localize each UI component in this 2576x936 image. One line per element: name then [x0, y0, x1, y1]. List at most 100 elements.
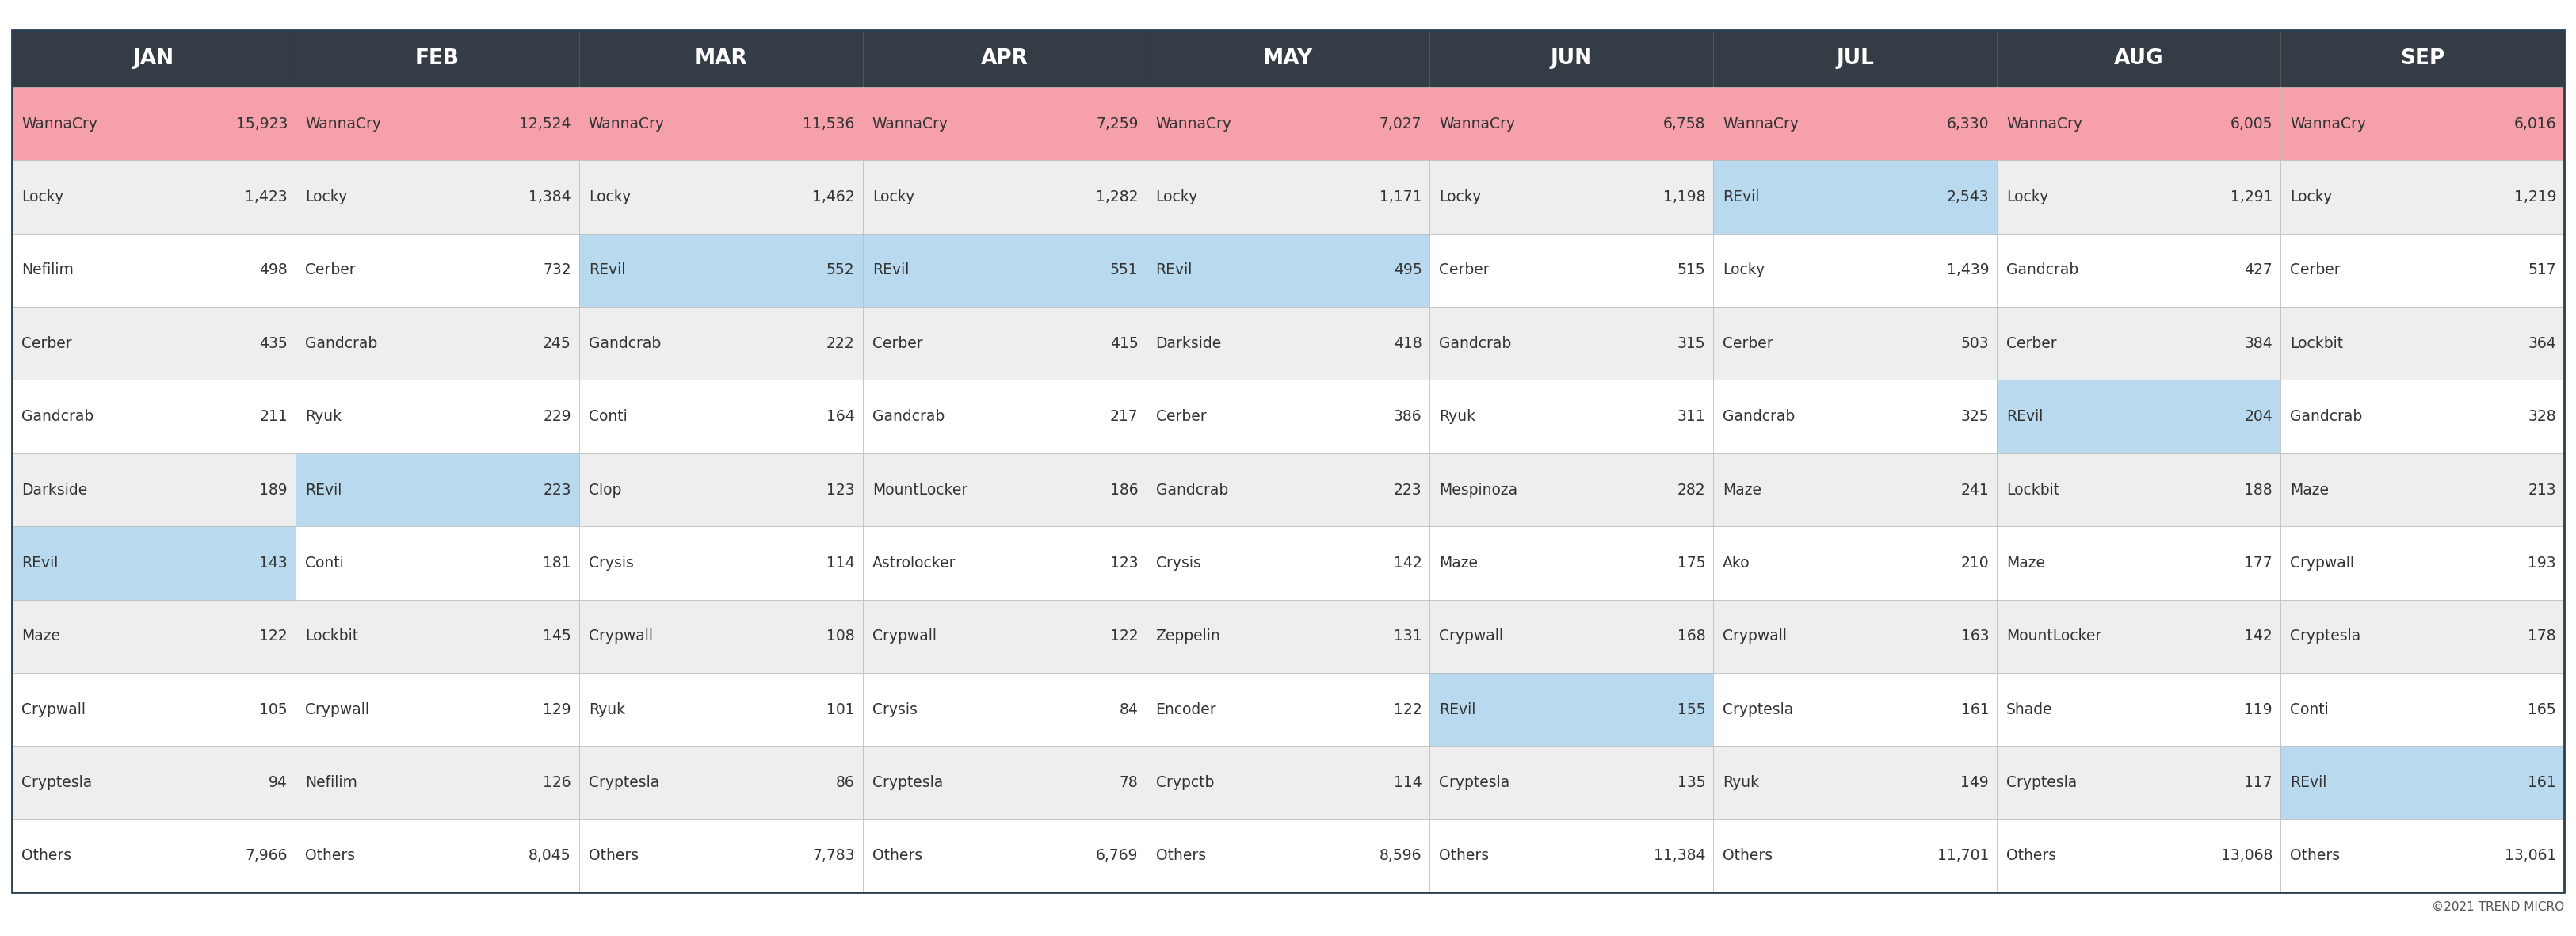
Bar	[863, 160, 1146, 234]
Text: 161: 161	[2527, 775, 2555, 790]
Text: Cryptesla: Cryptesla	[873, 775, 943, 790]
Text: 6,769: 6,769	[1095, 848, 1139, 863]
Text: REvil: REvil	[587, 263, 626, 278]
Text: Others: Others	[1723, 848, 1772, 863]
Text: Cryptesla: Cryptesla	[587, 775, 659, 790]
Text: Others: Others	[1157, 848, 1206, 863]
Text: Crypwall: Crypwall	[2290, 555, 2354, 571]
Text: 6,330: 6,330	[1947, 116, 1989, 131]
Text: 732: 732	[544, 263, 572, 278]
Text: 223: 223	[1394, 482, 1422, 497]
Text: 123: 123	[827, 482, 855, 497]
Text: 94: 94	[268, 775, 289, 790]
Text: 135: 135	[1677, 775, 1705, 790]
Text: Cerber: Cerber	[2007, 336, 2056, 351]
Bar	[1713, 819, 1996, 892]
Bar	[13, 600, 296, 673]
Text: 181: 181	[544, 555, 572, 571]
Bar	[1430, 453, 1713, 526]
Bar	[296, 234, 580, 307]
Bar	[1146, 746, 1430, 819]
Text: 123: 123	[1110, 555, 1139, 571]
Text: Darkside: Darkside	[1157, 336, 1221, 351]
Text: Maze: Maze	[1440, 555, 1479, 571]
Text: 6,758: 6,758	[1664, 116, 1705, 131]
Bar	[296, 87, 580, 160]
Text: 415: 415	[1110, 336, 1139, 351]
Text: 168: 168	[1677, 629, 1705, 644]
Text: Others: Others	[2007, 848, 2056, 863]
Text: 7,259: 7,259	[1095, 116, 1139, 131]
Bar	[1713, 746, 1996, 819]
Text: Gandcrab: Gandcrab	[1723, 409, 1795, 424]
Bar	[863, 453, 1146, 526]
Text: 8,045: 8,045	[528, 848, 572, 863]
Bar	[2280, 673, 2563, 746]
Bar	[1713, 526, 1996, 600]
Bar	[863, 673, 1146, 746]
Text: 175: 175	[1677, 555, 1705, 571]
Text: 15,923: 15,923	[237, 116, 289, 131]
Bar	[1996, 307, 2280, 380]
Text: 7,783: 7,783	[811, 848, 855, 863]
Bar	[1146, 160, 1430, 234]
Bar	[1146, 673, 1430, 746]
Text: Cryptesla: Cryptesla	[1723, 702, 1793, 717]
Text: SEP: SEP	[2401, 49, 2445, 69]
Text: 551: 551	[1110, 263, 1139, 278]
Text: 418: 418	[1394, 336, 1422, 351]
Text: Crypwall: Crypwall	[587, 629, 652, 644]
Bar	[1146, 234, 1430, 307]
Bar	[863, 380, 1146, 453]
Bar	[1713, 160, 1996, 234]
Text: Others: Others	[21, 848, 72, 863]
Bar	[1996, 160, 2280, 234]
Text: WannaCry: WannaCry	[1440, 116, 1515, 131]
Text: 114: 114	[1394, 775, 1422, 790]
Bar	[1430, 819, 1713, 892]
Text: Gandcrab: Gandcrab	[1157, 482, 1229, 497]
Text: 210: 210	[1960, 555, 1989, 571]
Text: 114: 114	[827, 555, 855, 571]
Bar	[1996, 234, 2280, 307]
Text: Crypwall: Crypwall	[304, 702, 368, 717]
Bar	[296, 746, 580, 819]
Bar	[1146, 30, 1430, 87]
Bar	[1996, 526, 2280, 600]
Text: 165: 165	[2527, 702, 2555, 717]
Text: Gandcrab: Gandcrab	[587, 336, 662, 351]
Text: 186: 186	[1110, 482, 1139, 497]
Text: Cryptesla: Cryptesla	[21, 775, 93, 790]
Text: 84: 84	[1121, 702, 1139, 717]
Bar	[580, 453, 863, 526]
Text: Locky: Locky	[1157, 189, 1198, 204]
Bar	[13, 380, 296, 453]
Bar	[296, 160, 580, 234]
Text: 12,524: 12,524	[520, 116, 572, 131]
Text: Nefilim: Nefilim	[304, 775, 358, 790]
Text: Gandcrab: Gandcrab	[2290, 409, 2362, 424]
Text: Clop: Clop	[587, 482, 621, 497]
Text: 142: 142	[1394, 555, 1422, 571]
Text: REvil: REvil	[21, 555, 59, 571]
Text: ©2021 TREND MICRO: ©2021 TREND MICRO	[2432, 900, 2563, 913]
Text: Lockbit: Lockbit	[304, 629, 358, 644]
Text: Ryuk: Ryuk	[587, 702, 626, 717]
Text: 315: 315	[1677, 336, 1705, 351]
Text: Maze: Maze	[2290, 482, 2329, 497]
Text: REvil: REvil	[304, 482, 343, 497]
Bar	[1430, 673, 1713, 746]
Text: Others: Others	[304, 848, 355, 863]
Text: 1,198: 1,198	[1664, 189, 1705, 204]
Bar	[1996, 746, 2280, 819]
Text: Ryuk: Ryuk	[1723, 775, 1759, 790]
Text: 119: 119	[2244, 702, 2272, 717]
Text: 245: 245	[544, 336, 572, 351]
Text: 1,171: 1,171	[1381, 189, 1422, 204]
Bar	[580, 746, 863, 819]
Bar	[1430, 380, 1713, 453]
Text: 503: 503	[1960, 336, 1989, 351]
Text: 1,219: 1,219	[2514, 189, 2555, 204]
Text: 122: 122	[1394, 702, 1422, 717]
Bar	[1713, 673, 1996, 746]
